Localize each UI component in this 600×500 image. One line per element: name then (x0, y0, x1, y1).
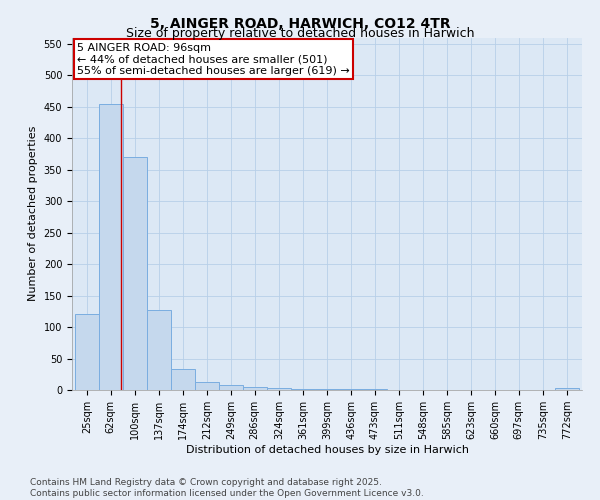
Bar (267, 388, 291, 390)
Bar (291, 388, 315, 390)
Bar (243, 387, 266, 390)
Bar (147, 310, 171, 390)
Bar (75, 314, 99, 390)
Bar (555, 388, 579, 390)
Text: 5 AINGER ROAD: 96sqm
← 44% of detached houses are smaller (501)
55% of semi-deta: 5 AINGER ROAD: 96sqm ← 44% of detached h… (77, 43, 350, 76)
Bar (171, 369, 194, 390)
Bar (124, 157, 147, 390)
Bar (99, 104, 123, 390)
Text: Size of property relative to detached houses in Harwich: Size of property relative to detached ho… (126, 28, 474, 40)
X-axis label: Distribution of detached houses by size in Harwich: Distribution of detached houses by size … (185, 445, 469, 455)
Text: 5, AINGER ROAD, HARWICH, CO12 4TR: 5, AINGER ROAD, HARWICH, CO12 4TR (149, 18, 451, 32)
Bar (196, 382, 219, 390)
Bar (219, 385, 243, 390)
Text: Contains HM Land Registry data © Crown copyright and database right 2025.
Contai: Contains HM Land Registry data © Crown c… (30, 478, 424, 498)
Y-axis label: Number of detached properties: Number of detached properties (28, 126, 38, 302)
